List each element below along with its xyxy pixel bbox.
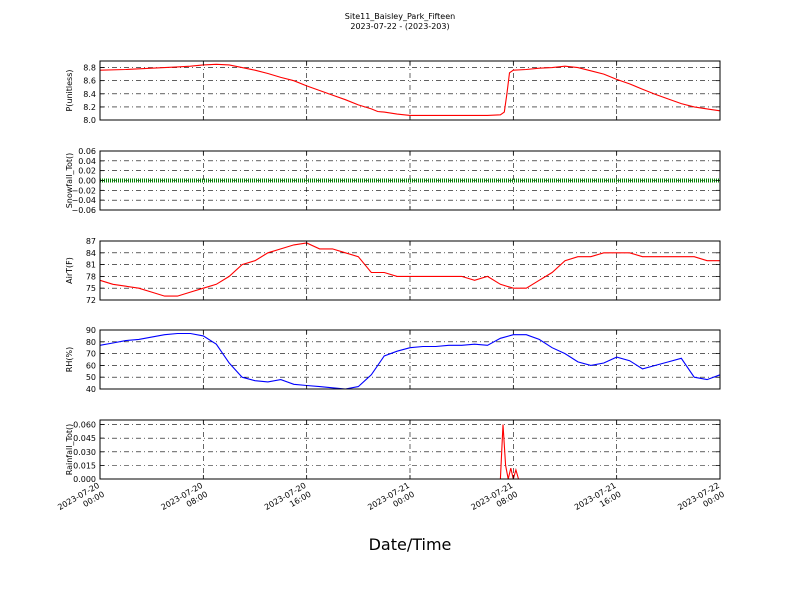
y-tick-label: 0.030: [73, 448, 96, 457]
y-tick-label: −0.04: [71, 196, 96, 205]
y-tick-label: 60: [86, 361, 96, 370]
y-tick-label: 0.06: [78, 147, 96, 156]
y-tick-label: 8.2: [83, 103, 96, 112]
series-line: [99, 63, 721, 116]
y-tick-label: 50: [86, 373, 96, 382]
series-line: [99, 332, 721, 390]
y-tick-label: 0.045: [73, 434, 96, 443]
panel-4: 40 50 60 70 80 90 RH(%): [65, 326, 721, 394]
x-tick-label: 2023-07-2008:00: [160, 481, 210, 521]
y-tick-label: 8.4: [83, 90, 96, 99]
x-tick-labels: 2023-07-2000:00 2023-07-2008:00 2023-07-20…: [56, 481, 726, 521]
y-tick-label: −0.06: [71, 206, 96, 215]
x-tick-label: 2023-07-2016:00: [263, 481, 313, 521]
y-tick-label: 0.02: [78, 167, 96, 176]
x-tick-label: 2023-07-2108:00: [470, 481, 520, 521]
chart-subtitle: 2023-07-22 - (2023-203): [350, 22, 449, 31]
y-tick-label: −0.02: [71, 186, 96, 195]
panel-2: −0.06−0.04−0.020.000.020.040.06 Snowfall_…: [65, 147, 721, 215]
x-tick-label: 2023-07-2000:00: [56, 481, 106, 521]
x-axis-label: Date/Time: [369, 535, 452, 554]
y-tick-label: 0.060: [73, 421, 96, 430]
y-tick-label: 81: [86, 261, 96, 270]
y-tick-label: 75: [86, 284, 96, 293]
series-line: [100, 424, 720, 480]
y-tick-label: 78: [86, 272, 96, 281]
y-tick-label: 90: [86, 326, 96, 335]
y-tick-label: 0.015: [73, 461, 96, 470]
x-tick-label: 2023-07-2200:00: [676, 481, 726, 521]
y-axis-label: Snowfall_Tot(): [65, 153, 74, 209]
y-axis-label: AirT(F): [65, 257, 74, 284]
y-axis-label: P(unitless): [65, 69, 74, 111]
y-tick-label: 0.000: [73, 475, 96, 484]
y-tick-label: 87: [86, 237, 96, 246]
y-tick-label: 72: [86, 296, 96, 305]
y-tick-label: 0.00: [78, 177, 96, 186]
panel-3: 72 75 78 81 84 87 AirT(F): [65, 237, 721, 305]
y-tick-label: 84: [86, 249, 96, 258]
panel-1: 8.0 8.2 8.4 8.6 8.8 P(unitless): [65, 60, 721, 125]
y-tick-label: 40: [86, 385, 96, 394]
y-tick-label: 8.8: [83, 64, 96, 73]
x-tick-label: 2023-07-2100:00: [366, 481, 416, 521]
x-tick-label: 2023-07-2116:00: [573, 481, 623, 521]
y-tick-label: 8.0: [83, 116, 96, 125]
y-axis-label: RH(%): [65, 347, 74, 372]
series-line: [99, 242, 720, 297]
panels: 8.0 8.2 8.4 8.6 8.8 P(unitless) −0.06−0.04−0.0…: [65, 60, 721, 484]
chart-title: Site11_Baisley_Park_Fifteen: [345, 12, 455, 21]
y-tick-label: 8.6: [83, 77, 96, 86]
y-tick-label: 0.04: [78, 157, 96, 166]
y-axis-label: Rainfall_Tot(): [65, 424, 74, 476]
y-tick-label: 70: [86, 350, 96, 359]
y-tick-label: 80: [86, 338, 96, 347]
